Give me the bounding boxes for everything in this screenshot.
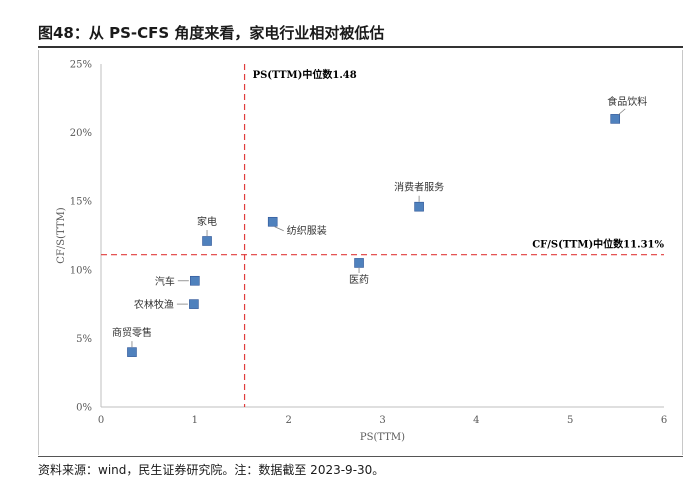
data-point-label: 医药 [349, 274, 369, 286]
data-point-marker [414, 201, 424, 212]
data-point-label: 消费者服务 [394, 181, 444, 194]
x-axis-label: PS(TTM) [360, 432, 405, 443]
data-point-marker [202, 236, 212, 246]
ps-median-label: PS(TTM)中位数1.48 [253, 68, 357, 81]
chart-frame [38, 50, 683, 455]
x-tick-label: 0 [98, 415, 104, 426]
x-tick-label: 3 [379, 415, 385, 426]
y-tick-label: 25% [70, 60, 92, 71]
data-point-label: 纺织服装 [287, 224, 327, 237]
data-point-marker [189, 299, 199, 309]
data-point-label: 农林牧渔 [134, 298, 174, 311]
x-tick-label: 5 [567, 415, 573, 426]
x-tick-label: 2 [285, 415, 291, 426]
reference-lines: PS(TTM)中位数1.48 CF/S(TTM)中位数11.31% [101, 64, 664, 407]
title-rule [38, 46, 683, 48]
data-point-label: 食品饮料 [607, 95, 647, 108]
y-tick-label: 20% [70, 128, 92, 139]
data-point-label: 汽车 [155, 275, 175, 288]
tick-labels: 0 1 2 3 4 5 6 0% 5% 10% 15% 20% 25% [70, 60, 667, 427]
cfs-median-label: CF/S(TTM)中位数11.31% [532, 238, 664, 251]
y-tick-label: 5% [76, 334, 92, 345]
source-rule [38, 456, 683, 457]
x-tick-label: 1 [192, 415, 198, 426]
data-point-marker [354, 258, 364, 268]
data-point-marker [190, 275, 200, 286]
source-note: 资料来源：wind，民生证券研究院。注：数据截至 2023-9-30。 [38, 463, 385, 477]
data-point-label: 商贸零售 [112, 326, 152, 339]
data-point-marker [267, 216, 278, 227]
y-axis-label: CF/S(TTM) [56, 207, 67, 263]
y-tick-label: 15% [70, 197, 92, 208]
data-point-marker [610, 114, 621, 124]
point-leader-line [617, 108, 626, 116]
y-tick-label: 10% [70, 265, 92, 276]
data-point-marker [127, 347, 137, 357]
y-tick-label: 0% [76, 403, 92, 414]
x-tick-label: 4 [473, 415, 479, 426]
figure-title: 图48：从 PS-CFS 角度来看，家电行业相对被低估 [38, 24, 385, 42]
axes-layer [100, 64, 664, 408]
point-leader-line [274, 226, 284, 232]
x-tick-label: 6 [661, 415, 667, 426]
data-point-label: 家电 [197, 215, 217, 228]
